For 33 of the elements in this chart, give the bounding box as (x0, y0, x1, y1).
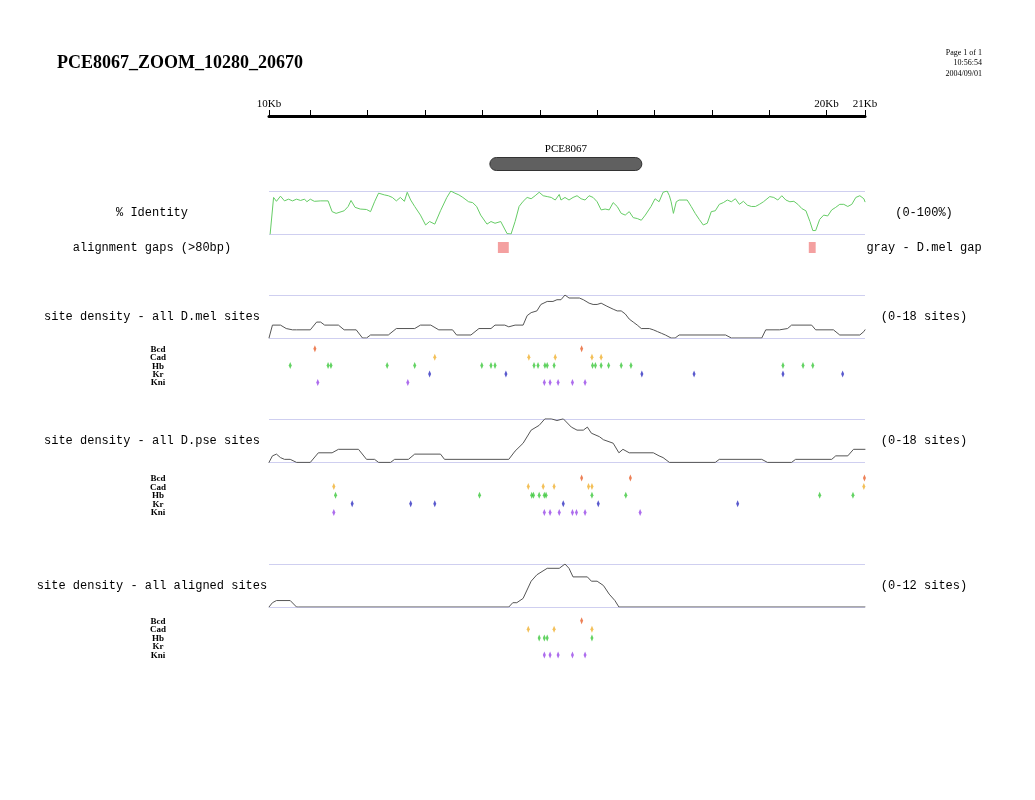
text: Page 1 of 1 (945, 47, 982, 57)
y-tick-label: Kr (152, 641, 164, 652)
x-tick-label: 10Kb (256, 96, 282, 109)
y2-axis-title: (0-18 sites) (880, 309, 968, 324)
y-tick-label: Kni (150, 377, 166, 388)
y-tick-label: Kni (150, 650, 166, 661)
text: 2004/09/01 (945, 68, 982, 78)
y-tick-label: Bcd (150, 473, 166, 483)
y-tick-label: Kr (152, 369, 164, 379)
y2-axis-title: (0-100%) (895, 205, 953, 220)
y-tick-label: alignment gaps (>80bp) (72, 240, 232, 255)
y-tick-label: Cad (149, 624, 167, 635)
chart-title: PCE8067_ZOOM_10280_20670 (57, 52, 303, 72)
y-axis-title: site density - all D.pse sites (43, 433, 261, 448)
y-tick-label: Cad (149, 352, 167, 363)
y-axis-title: % Identity (115, 205, 189, 220)
y-axis-title: site density - all aligned sites (36, 578, 268, 593)
y-tick-label: Bcd (150, 615, 166, 626)
y-tick-label: Kr (152, 498, 164, 509)
text: gray - D.mel gap (866, 240, 982, 255)
y-axis-title: site density - all D.mel sites (43, 309, 261, 324)
y-tick-label: Kni (150, 507, 166, 518)
y-tick-label: Hb (151, 360, 165, 371)
y-tick-label: Hb (151, 490, 165, 501)
y-tick-label: Hb (151, 632, 165, 643)
x-tick-label: 21Kb (852, 96, 878, 109)
y-tick-label: Bcd (150, 343, 166, 354)
y-tick-label: Cad (149, 481, 167, 492)
y2-axis-title: (0-18 sites) (880, 433, 968, 448)
text: 10:56:54 (953, 58, 982, 67)
category-label: PCE8067 (544, 141, 587, 154)
x-tick-label: 20Kb (814, 96, 840, 109)
y2-axis-title: (0-12 sites) (880, 578, 968, 593)
